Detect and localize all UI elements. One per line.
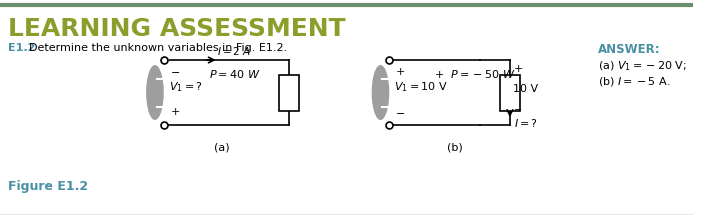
Text: LEARNING ASSESSMENT: LEARNING ASSESSMENT (8, 17, 346, 41)
Text: (a): (a) (214, 143, 230, 153)
Text: $I = ?$: $I = ?$ (514, 117, 538, 129)
Text: $+$  $P = -50$ W: $+$ $P = -50$ W (434, 68, 516, 80)
Text: Determine the unknown variables in Fig. E1.2.: Determine the unknown variables in Fig. … (30, 43, 288, 53)
Text: 10 V: 10 V (513, 84, 538, 95)
Text: (b) $I = -5$ A.: (b) $I = -5$ A. (598, 75, 671, 88)
Text: $-$: $-$ (395, 107, 405, 117)
Text: $+$: $+$ (170, 106, 180, 117)
Text: (b): (b) (447, 143, 463, 153)
Text: $I = 2$ A: $I = 2$ A (217, 45, 251, 57)
Ellipse shape (372, 65, 390, 120)
Text: $+$: $+$ (513, 63, 523, 74)
FancyBboxPatch shape (279, 75, 299, 111)
Text: $V_1 = 10$ V: $V_1 = 10$ V (395, 81, 448, 94)
FancyBboxPatch shape (500, 75, 520, 111)
Text: $-$: $-$ (513, 103, 522, 112)
Text: (a) $V_1 = -20$ V;: (a) $V_1 = -20$ V; (598, 59, 687, 73)
Text: ANSWER:: ANSWER: (598, 43, 661, 56)
Ellipse shape (146, 65, 164, 120)
Text: $+$: $+$ (395, 66, 405, 77)
Text: E1.2: E1.2 (8, 43, 35, 53)
Text: $V_1 = ?$: $V_1 = ?$ (169, 81, 202, 94)
Text: $-$: $-$ (170, 66, 180, 76)
Text: Figure E1.2: Figure E1.2 (8, 180, 88, 193)
Text: $P = 40$ W: $P = 40$ W (209, 68, 260, 80)
